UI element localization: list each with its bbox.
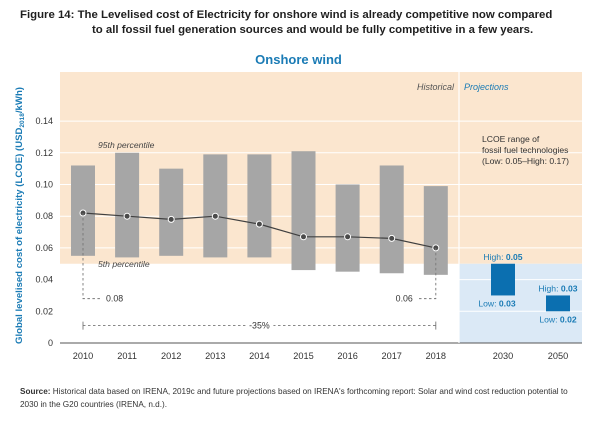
start-value-leader	[82, 213, 101, 300]
figure-caption-line2: to all fossil fuel generation sources an…	[92, 23, 534, 36]
projection-low-label-prefix: Low:	[478, 298, 499, 308]
x-tick-label: 2017	[381, 351, 401, 361]
range-bar	[203, 154, 228, 258]
range-bar	[335, 184, 360, 272]
y-tick-label: 0.04	[35, 275, 53, 285]
p5-label: 5th percentile	[98, 259, 150, 269]
y-tick-label: 0	[48, 338, 53, 348]
projection-high-label: High: 0.03	[538, 283, 577, 293]
y-tick-label: 0.12	[35, 148, 53, 158]
source-text: Historical data based on IRENA, 2019c an…	[20, 387, 568, 409]
y-tick-label: 0.08	[35, 211, 53, 221]
projection-high-value: 0.03	[561, 283, 578, 293]
projection-low-label-prefix: Low:	[539, 314, 560, 324]
x-tick-label: 2010	[73, 351, 93, 361]
projection-high-label-prefix: High:	[483, 252, 505, 262]
y-tick-label: 0.02	[35, 306, 53, 316]
fossil-range-label: (Low: 0.05–High: 0.17)	[482, 156, 569, 166]
p95-label: 95th percentile	[98, 140, 155, 150]
figure-caption-line1: Figure 14: The Levelised cost of Electri…	[20, 9, 553, 21]
chart-title: Onshore wind	[255, 52, 342, 67]
x-tick-label: 2014	[249, 351, 269, 361]
fossil-range-band	[60, 72, 582, 264]
projection-low-label: Low: 0.02	[539, 314, 576, 324]
y-axis-title: Global levelised cost of electricity (LC…	[14, 87, 26, 344]
weighted-average-point	[388, 234, 396, 242]
x-tick-label: 2013	[205, 351, 225, 361]
x-tick-label: 2050	[548, 351, 568, 361]
projection-high-label: High: 0.05	[483, 252, 522, 262]
projection-low-value: 0.03	[499, 298, 516, 308]
x-tick-label: 2015	[293, 351, 313, 361]
x-tick-label: 2030	[493, 351, 513, 361]
y-tick-label: 0.10	[35, 180, 53, 190]
y-tick-label: 0.14	[35, 116, 53, 126]
change-label: -35%	[249, 321, 270, 331]
y-axis-title-part: Global levelised cost of electricity (LC…	[14, 128, 25, 345]
y-axis-title-subscript: 2018	[19, 113, 26, 128]
weighted-average-point	[255, 220, 263, 228]
weighted-average-point	[300, 233, 307, 241]
end-value-leader	[417, 247, 437, 300]
source-label: Source:	[20, 387, 51, 396]
weighted-average-point	[123, 212, 131, 220]
range-bar	[115, 152, 140, 258]
x-tick-label: 2018	[426, 351, 446, 361]
fossil-range-label: LCOE range of	[482, 134, 540, 144]
historical-label: Historical	[417, 82, 455, 92]
weighted-average-point	[167, 215, 175, 223]
x-tick-label: 2012	[161, 351, 181, 361]
fossil-range-label: fossil fuel technologies	[482, 145, 568, 155]
change-label-bg	[245, 319, 274, 331]
projection-low-label: Low: 0.03	[478, 298, 515, 308]
projection-bar	[491, 263, 515, 296]
range-bar	[379, 165, 404, 274]
projections-label: Projections	[464, 82, 509, 92]
projection-high-value: 0.05	[506, 252, 523, 262]
weighted-average-point	[211, 212, 219, 220]
start-value-label: 0.08	[106, 294, 123, 304]
projection-high-label-prefix: High:	[538, 283, 560, 293]
projection-bar	[546, 295, 570, 312]
y-axis-title-part: /kWh)	[14, 87, 25, 113]
end-value-label: 0.06	[396, 294, 413, 304]
range-bar	[423, 186, 448, 275]
range-bar	[291, 151, 316, 271]
y-tick-label: 0.06	[35, 243, 53, 253]
x-tick-label: 2011	[117, 351, 137, 361]
range-bar	[247, 154, 272, 258]
range-bar	[159, 168, 184, 256]
x-tick-label: 2016	[337, 351, 357, 361]
weighted-average-point	[344, 233, 352, 241]
source-note: Source: Historical data based on IRENA, …	[20, 386, 580, 411]
projection-low-value: 0.02	[560, 314, 577, 324]
figure-caption: Figure 14: The Levelised cost of Electri…	[20, 8, 580, 37]
lcoe-chart: 0 0.02 0.04 0.06 0.08 0.10 0.12 0.14 Historical P…	[14, 72, 582, 361]
